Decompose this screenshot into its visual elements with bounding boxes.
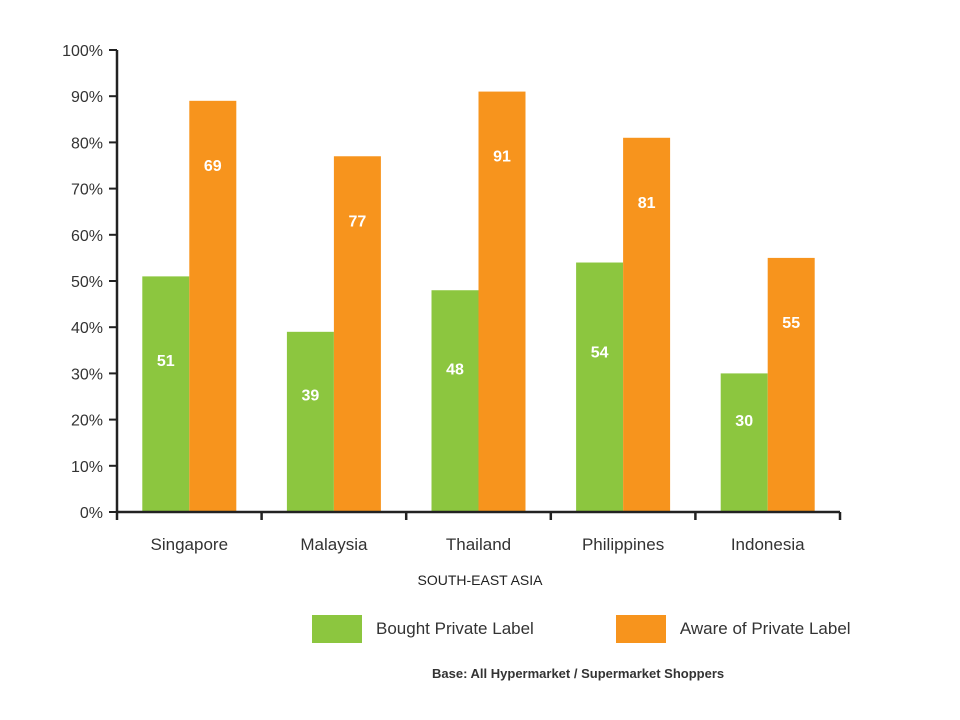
y-tick-label: 10% — [71, 459, 103, 476]
category-label: Indonesia — [731, 535, 805, 554]
legend-label-bought: Bought Private Label — [376, 619, 534, 638]
bar-value-label: 77 — [349, 213, 367, 230]
bar-value-label: 54 — [591, 344, 609, 361]
bars: 51 69 39 77 48 91 54 81 30 55 — [142, 91, 815, 512]
legend-swatch-aware — [615, 615, 666, 643]
bar-aware — [767, 257, 815, 512]
bar-aware — [478, 91, 526, 512]
y-tick-label: 40% — [71, 320, 103, 337]
bar-value-label: 69 — [204, 158, 222, 175]
legend-swatch-bought — [312, 615, 362, 643]
legend: Bought Private Label Aware of Private La… — [312, 614, 933, 644]
base-footnote: Base: All Hypermarket / Supermarket Shop… — [432, 666, 725, 681]
legend-item-aware: Aware of Private Label — [615, 615, 851, 643]
bar-value-label: 81 — [638, 195, 656, 212]
bar-bought — [142, 276, 190, 512]
bar-chart: 0% 10% 20% 30% 40% 50% 60% 70% 80% 90% 100% 51 69 39… — [62, 43, 842, 588]
y-tick-label: 100% — [62, 43, 103, 60]
y-tick-label: 70% — [71, 182, 103, 199]
y-tick-label: 50% — [71, 274, 103, 291]
bar-value-label: 91 — [493, 149, 511, 166]
y-tick-label: 0% — [80, 505, 103, 522]
bar-value-label: 30 — [735, 413, 753, 430]
bar-bought — [286, 331, 334, 512]
category-label: Malaysia — [300, 535, 368, 554]
bar-value-label: 51 — [157, 353, 175, 370]
bar-value-label: 55 — [782, 315, 800, 332]
bar-value-label: 39 — [302, 387, 320, 404]
bar-bought — [576, 262, 624, 512]
y-tick-label: 30% — [71, 366, 103, 383]
category-label: Singapore — [151, 535, 229, 554]
y-tick-label: 90% — [71, 89, 103, 106]
bar-value-label: 48 — [446, 362, 464, 379]
y-tick-label: 20% — [71, 413, 103, 430]
x-axis-label: SOUTH-EAST ASIA — [418, 572, 544, 588]
legend-label-aware: Aware of Private Label — [679, 619, 851, 638]
bar-aware — [333, 156, 381, 512]
bar-aware — [623, 137, 671, 512]
bar-aware — [189, 100, 237, 512]
x-axis: Singapore Malaysia Thailand Philippines Indo… — [115, 510, 842, 554]
legend-item-bought: Bought Private Label — [312, 615, 534, 643]
bar-bought — [431, 290, 479, 512]
y-axis: 0% 10% 20% 30% 40% 50% 60% 70% 80% 90% 100% — [62, 43, 119, 522]
y-tick-label: 60% — [71, 228, 103, 245]
category-label: Thailand — [446, 535, 511, 554]
bar-bought — [720, 373, 768, 512]
category-label: Philippines — [582, 535, 664, 554]
y-tick-label: 80% — [71, 135, 103, 152]
